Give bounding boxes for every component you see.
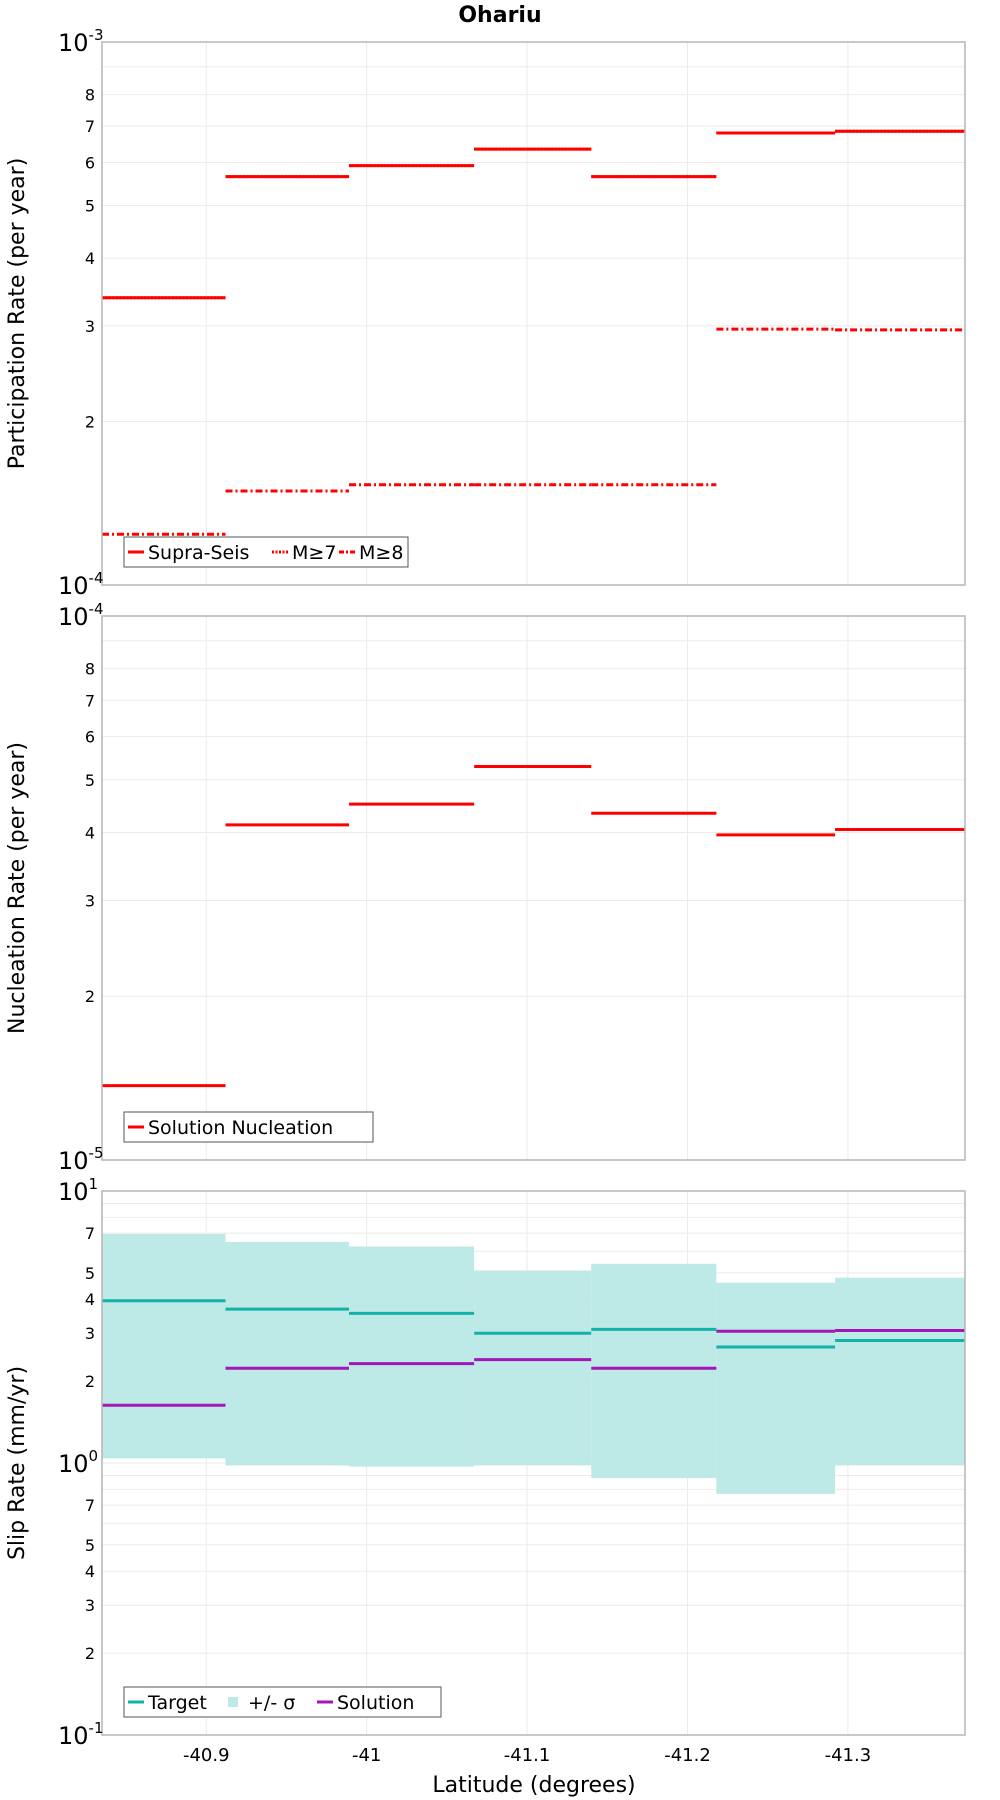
legend: Target +/- σ Solution: [123, 1686, 442, 1718]
y-tick-label: 4: [85, 249, 95, 268]
legend-label: Solution Nucleation: [148, 1117, 333, 1139]
y-axis-label: Nucleation Rate (per year): [5, 742, 30, 1034]
y-tick-label: 7: [85, 117, 95, 136]
y-tick-label: 4: [85, 1290, 95, 1309]
legend-box: [123, 536, 409, 568]
legend-label: Supra-Seis: [148, 542, 249, 564]
participation-rate-panel: 10-4 2 3 4 5 6 7 8 10-3 Participation Rate (per y…: [5, 26, 966, 600]
y-tick-label: 7: [85, 1224, 95, 1243]
plot-frame: [101, 615, 966, 1161]
legend-label: Target: [147, 1692, 207, 1714]
y-tick-label: 3: [85, 1324, 95, 1343]
sigma-band: [591, 1263, 717, 1479]
y-tick-label: 3: [85, 1596, 95, 1615]
y-tick-label: 5: [85, 1536, 95, 1555]
y-tick-label: 5: [85, 771, 95, 790]
y-tick-label: 2: [85, 1372, 95, 1391]
sigma-band: [102, 1233, 226, 1459]
x-axis: -40.9 -41 -41.1 -41.2 -41.3: [183, 1745, 871, 1766]
y-tick-label: 3: [85, 891, 95, 910]
y-tick-label: 10-4: [58, 569, 104, 600]
chart-title: Ohariu: [458, 3, 541, 28]
legend-label: M≥8: [359, 542, 403, 564]
legend-label: Solution: [337, 1692, 414, 1714]
sigma-band: [716, 1282, 836, 1494]
x-tick-label: -41.1: [504, 1745, 551, 1766]
y-tick-label: 101: [58, 1175, 98, 1206]
nucleation-rate-panel: 10-5 2 3 4 5 6 7 8 10-4 Nucleation Rate (per year…: [5, 600, 966, 1175]
y-axis-label: Slip Rate (mm/yr): [5, 1366, 30, 1560]
y-tick-label: 2: [85, 987, 95, 1006]
sigma-band: [474, 1270, 592, 1466]
y-tick-label: 7: [85, 1496, 95, 1515]
legend-box: [123, 1686, 442, 1718]
legend-box: [123, 1111, 374, 1143]
y-tick-label: 2: [85, 1644, 95, 1663]
y-axis-label: Participation Rate (per year): [5, 158, 30, 470]
y-tick-label: 100: [58, 1447, 98, 1478]
legend-label: +/- σ: [248, 1692, 295, 1714]
y-tick-label: 4: [85, 823, 95, 842]
slip-rate-panel: 10-1 2 3 4 5 7 100 2 3 4 5 7 101 Slip Rate (mm/yr) Tar…: [5, 1175, 966, 1750]
y-tick-label: 10-4: [58, 600, 104, 631]
sigma-band: [835, 1277, 965, 1466]
plot-frame: [101, 41, 966, 586]
x-tick-label: -41.2: [664, 1745, 711, 1766]
x-tick-label: -41: [352, 1745, 381, 1766]
y-tick-label: 7: [85, 691, 95, 710]
y-tick-label: 6: [85, 728, 95, 747]
legend-swatch: [228, 1697, 238, 1707]
y-tick-label: 3: [85, 317, 95, 336]
x-tick-label: -40.9: [183, 1745, 230, 1766]
y-tick-label: 8: [85, 86, 95, 105]
y-tick-label: 8: [85, 660, 95, 679]
y-tick-label: 4: [85, 1562, 95, 1581]
y-tick-label: 5: [85, 1264, 95, 1283]
x-axis-label: Latitude (degrees): [432, 1773, 635, 1798]
legend-label: M≥7: [292, 542, 336, 564]
y-tick-label: 5: [85, 196, 95, 215]
sigma-band: [349, 1246, 475, 1467]
y-tick-label: 10-1: [58, 1719, 104, 1750]
plot-frame: [101, 1190, 966, 1736]
x-tick-label: -41.3: [825, 1745, 872, 1766]
y-tick-label: 2: [85, 413, 95, 432]
legend: Supra-Seis M≥7 M≥8: [123, 536, 409, 568]
y-tick-label: 10-5: [58, 1144, 104, 1175]
legend: Solution Nucleation: [123, 1111, 374, 1143]
y-tick-label: 6: [85, 153, 95, 172]
y-tick-label: 10-3: [58, 26, 104, 57]
sigma-band: [225, 1241, 350, 1466]
